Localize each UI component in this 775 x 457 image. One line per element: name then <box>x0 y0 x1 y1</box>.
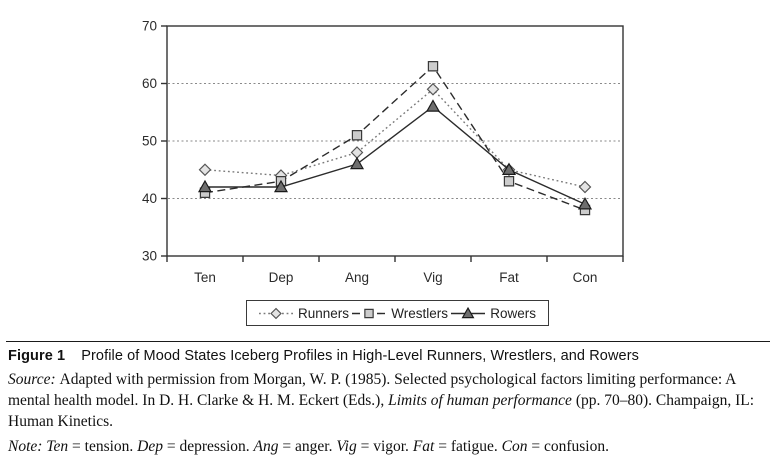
figure-note: Note: Ten = tension. Dep = depression. A… <box>8 438 609 455</box>
caption-divider <box>6 341 770 342</box>
triangle-marker-rowers <box>273 179 289 193</box>
x-tick-label-vig: Vig <box>423 270 442 285</box>
triangle-marker-rowers <box>577 197 593 210</box>
series-line-runners <box>204 88 586 188</box>
diamond-marker-runners <box>198 163 212 177</box>
diamond-marker-runners <box>426 82 440 96</box>
y-tick-label: 60 <box>142 76 157 91</box>
x-tick-label-fat: Fat <box>499 270 519 285</box>
y-tick-label: 40 <box>142 191 157 206</box>
square-marker-wrestlers <box>427 61 439 72</box>
mood-states-line-chart: 70 60 50 40 30 Ten Dep Ang Vig Fat Con <box>142 19 624 285</box>
runners-line-sample-icon <box>259 307 293 320</box>
figure-caption: Figure 1 Profile of Mood States Iceberg P… <box>8 348 767 457</box>
square-marker-wrestlers <box>351 130 363 141</box>
legend-label-wrestlers: Wrestlers <box>391 305 449 321</box>
y-tick-label: 30 <box>142 249 157 264</box>
x-tick-label-dep: Dep <box>269 270 294 285</box>
square-marker-icon <box>364 308 374 318</box>
triangle-marker-rowers <box>349 156 365 170</box>
figure-source: Source: Adapted with permission from Mor… <box>8 371 755 430</box>
series-line-rowers <box>205 105 586 205</box>
rowers-line-sample-icon <box>451 306 486 320</box>
square-marker-wrestlers <box>503 176 515 187</box>
series-line-wrestlers <box>204 65 586 211</box>
triangle-marker-rowers <box>197 179 213 193</box>
figure-title: Profile of Mood States Iceberg Profiles … <box>81 348 639 364</box>
diamond-marker-runners <box>578 180 592 194</box>
triangle-marker-icon <box>461 306 475 318</box>
triangle-marker-rowers <box>501 162 517 175</box>
diamond-marker-icon <box>270 307 282 319</box>
chart-legend: Runners Wrestlers Rowers <box>246 300 549 326</box>
legend-item-wrestlers: Wrestlers <box>352 306 448 321</box>
y-tick-label: 70 <box>142 19 157 34</box>
legend-label-runners: Runners <box>298 305 350 321</box>
x-tick-label-ten: Ten <box>194 270 216 285</box>
x-tick-label-con: Con <box>573 270 598 285</box>
figure-label: Figure 1 <box>8 348 66 364</box>
legend-item-rowers: Rowers <box>451 306 536 321</box>
wrestlers-line-sample-icon <box>352 307 387 320</box>
x-tick-label-ang: Ang <box>345 270 369 285</box>
y-tick-label: 50 <box>142 134 157 149</box>
triangle-marker-rowers <box>425 99 441 112</box>
legend-item-runners: Runners <box>259 306 349 321</box>
figure-title-line: Figure 1 Profile of Mood States Iceberg P… <box>8 348 767 364</box>
legend-label-rowers: Rowers <box>490 305 536 321</box>
